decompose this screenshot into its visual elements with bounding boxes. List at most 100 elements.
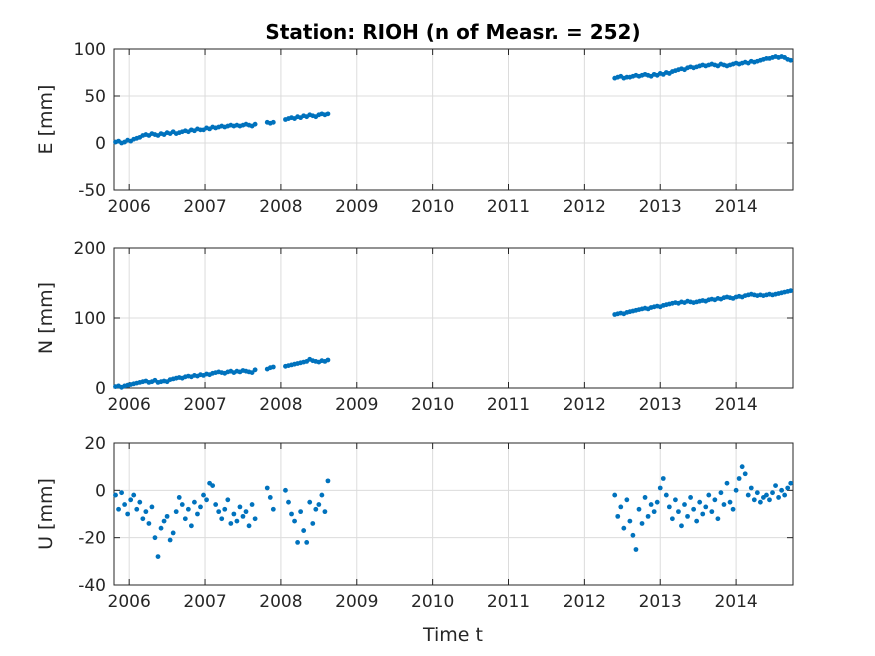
up-data-point [195,511,200,517]
up-data-point [773,483,778,488]
north-data-point [252,367,258,373]
north-xtick-label: 2012 [563,395,606,415]
east-data-point [325,111,331,117]
up-data-point [188,523,194,529]
east-ytick-label: 100 [74,40,106,60]
north-data-point [788,288,794,294]
east-xtick-label: 2014 [714,197,757,217]
up-data-point [745,492,751,498]
up-data-point [155,554,161,559]
up-data-point [146,521,152,526]
up-data-point [113,492,118,498]
up-data-point [742,471,748,477]
up-data-point [739,464,745,470]
north-ytick-label: 0 [95,379,106,399]
up-data-point [246,523,252,529]
up-data-point [119,490,124,496]
up-ytick-label: 0 [95,481,106,501]
up-data-point [192,499,197,505]
up-xtick-label: 2007 [183,592,226,612]
east-xtick-label: 2012 [563,197,606,217]
east-xtick-label: 2006 [108,197,151,217]
east-xtick-label: 2010 [411,197,454,217]
east-ytick-label: 50 [84,87,106,107]
up-data-point [319,492,325,498]
east-data-point [270,119,276,125]
up-xtick-label: 2006 [108,592,151,612]
up-data-point [222,506,228,512]
north-data-point [270,364,276,370]
up-data-point [140,516,146,522]
up-data-point [712,497,718,503]
up-data-point [283,487,288,493]
up-data-point [645,513,651,519]
up-data-point [149,504,155,510]
east-ytick-label: -50 [78,181,106,201]
up-data-point [270,506,276,512]
up-data-point [240,513,246,519]
up-data-point [682,502,687,507]
up-xtick-label: 2012 [563,592,606,612]
up-data-point [313,506,319,512]
up-xtick-label: 2013 [639,592,682,612]
up-data-point [733,487,739,493]
up-data-point [137,499,143,505]
up-data-point [685,513,690,519]
up-data-point [307,499,313,505]
up-data-point [161,518,167,524]
up-data-point [779,487,785,493]
up-data-point [706,492,712,498]
up-data-point [751,497,757,503]
up-data-point [170,530,176,536]
up-axes-frame [113,442,794,586]
up-data-point [785,485,791,491]
up-data-point [715,516,721,522]
east-data-point [788,57,794,63]
up-data-point [249,502,255,507]
east-xtick-label: 2011 [487,197,530,217]
up-data-point [143,509,149,515]
up-data-point [210,483,216,488]
up-data-point [185,506,191,512]
up-data-point [697,499,703,505]
up-data-point [179,502,185,507]
up-data-point [264,485,270,491]
up-data-point [764,492,769,498]
up-xtick-label: 2011 [487,592,530,612]
north-xtick-label: 2008 [259,395,302,415]
up-data-point [636,506,642,512]
up-data-point [676,509,681,515]
up-data-point [615,513,621,519]
up-data-point [182,516,188,522]
up-data-point [757,499,763,505]
up-xtick-label: 2014 [714,592,757,612]
east-ytick-label: 0 [95,134,106,154]
east-y-axis-label: E [mm] [35,85,57,155]
up-data-point [727,499,733,505]
up-data-point [152,535,158,541]
up-data-point [216,509,222,515]
up-data-point [310,521,316,526]
up-data-point [618,504,624,510]
up-data-point [663,492,669,498]
up-data-point [624,497,630,503]
up-xtick-label: 2008 [259,592,302,612]
up-data-point [298,509,304,515]
north-xtick-label: 2014 [714,395,757,415]
north-panel: 2006 2007 2008 2009 2010 2011 2012 2013 2014 0 100… [35,239,794,415]
up-data-point [754,490,760,496]
north-xtick-label: 2007 [183,395,226,415]
up-data-point [301,528,307,533]
up-data-point [243,509,249,515]
up-data-point [292,518,297,524]
north-y-axis-label: N [mm] [35,282,57,354]
east-xtick-label: 2009 [335,197,378,217]
up-data-point [225,497,231,503]
up-data-point [748,485,754,491]
up-data-point [630,532,636,538]
north-data-point [249,370,255,375]
up-data-point [724,480,730,486]
up-data-point [654,499,660,505]
north-xtick-label: 2013 [639,395,682,415]
